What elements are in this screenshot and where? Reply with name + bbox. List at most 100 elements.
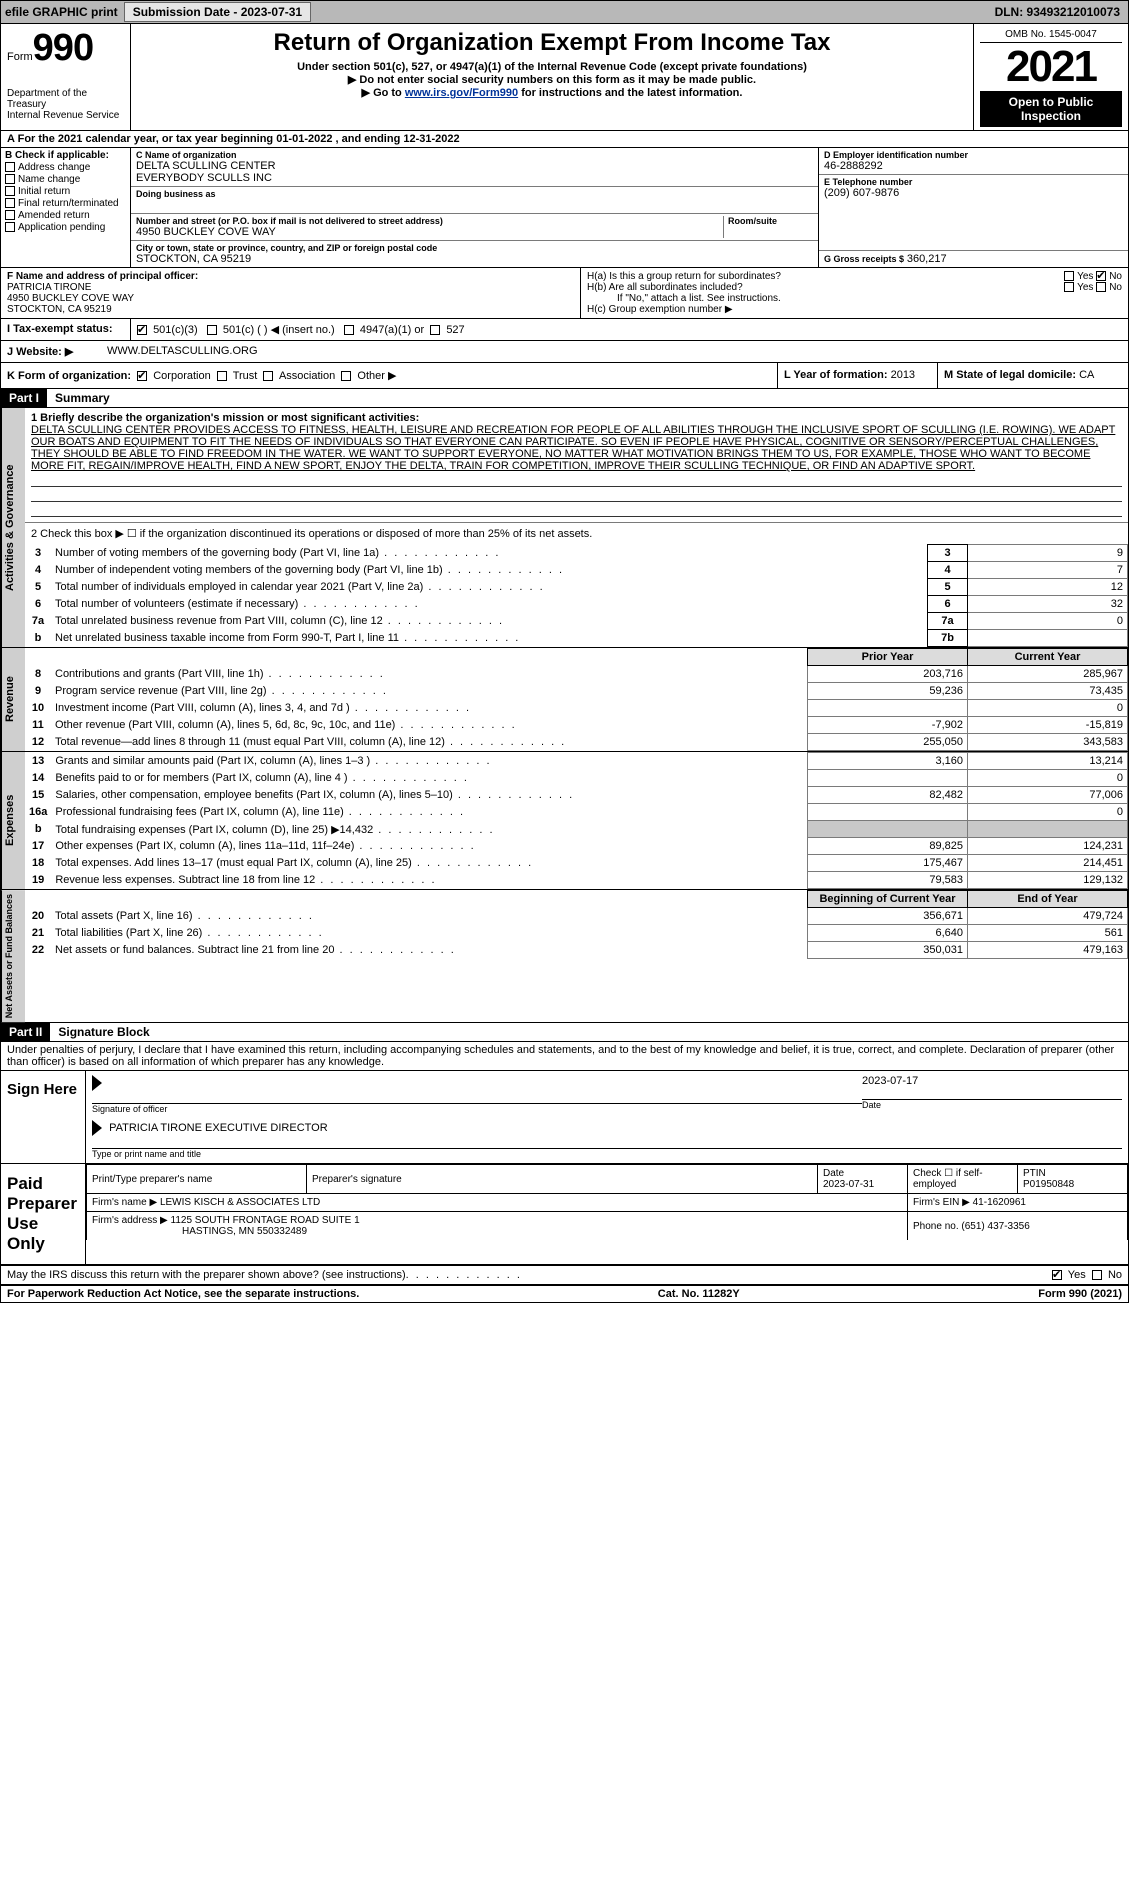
table-row: 19 Revenue less expenses. Subtract line … [25,872,1128,889]
chk-501c[interactable] [207,325,217,335]
ha-label: H(a) Is this a group return for subordin… [587,271,781,282]
chk-corporation[interactable] [137,371,147,381]
hb-yesno[interactable]: Yes No [1064,282,1122,293]
table-row: 7a Total unrelated business revenue from… [25,613,1128,630]
col-prior: Prior Year [808,649,968,666]
officer-print-label: Type or print name and title [92,1148,1122,1159]
part2-title: Signature Block [50,1023,157,1041]
irs-link[interactable]: www.irs.gov/Form990 [405,87,518,99]
sig-date-value: 2023-07-17 [862,1075,918,1087]
form-prefix: Form [7,51,33,63]
chk-address-change[interactable]: Address change [5,162,126,173]
line-l: L Year of formation: 2013 [778,363,938,388]
i-label: I Tax-exempt status: [1,319,131,340]
hc-label: H(c) Group exemption number ▶ [587,304,1122,315]
gov-table: 3 Number of voting members of the govern… [25,544,1128,647]
p1-governance: Activities & Governance 1 Briefly descri… [1,408,1128,648]
paid-preparer-label: Paid Preparer Use Only [1,1164,86,1264]
table-row: 21 Total liabilities (Part X, line 26) 6… [25,925,1128,942]
chk-other[interactable] [341,371,351,381]
firm-addr1: 1125 SOUTH FRONTAGE ROAD SUITE 1 [171,1215,360,1226]
table-row: 10 Investment income (Part VIII, column … [25,700,1128,717]
j-label: J Website: ▶ [7,345,107,358]
table-row: 18 Total expenses. Add lines 13–17 (must… [25,855,1128,872]
dept-irs: Internal Revenue Service [7,110,124,121]
mission-block: 1 Briefly describe the organization's mi… [25,408,1128,522]
block-i: I Tax-exempt status: 501(c)(3) 501(c) ( … [1,319,1128,341]
arrow-icon [92,1075,102,1091]
q2-check: 2 Check this box ▶ ☐ if the organization… [25,522,1128,544]
footer: For Paperwork Reduction Act Notice, see … [1,1284,1128,1302]
f-label: F Name and address of principal officer: [7,271,574,282]
section-f: F Name and address of principal officer:… [1,268,581,318]
mission-text: DELTA SCULLING CENTER PROVIDES ACCESS TO… [31,424,1122,472]
chk-amended-return[interactable]: Amended return [5,210,126,221]
org-name-2: EVERYBODY SCULLS INC [136,172,813,184]
website-value: WWW.DELTASCULLING.ORG [107,345,258,358]
table-row: 6 Total number of volunteers (estimate i… [25,596,1128,613]
prep-name-label: Print/Type preparer's name [87,1165,307,1194]
part1-header: Part I Summary [1,389,1128,408]
street-label: Number and street (or P.O. box if mail i… [136,216,723,226]
ha-yesno[interactable]: Yes No [1064,271,1122,282]
officer-addr1: 4950 BUCKLEY COVE WAY [7,293,574,304]
line-a-calendar: A For the 2021 calendar year, or tax yea… [1,131,1128,148]
chk-initial-return[interactable]: Initial return [5,186,126,197]
form-header: Form990 Department of the Treasury Inter… [1,24,1128,131]
rev-header-row: Prior Year Current Year [25,649,1128,666]
tax-year: 2021 [980,43,1122,91]
room-label: Room/suite [728,216,813,226]
tab-revenue: Revenue [1,648,25,751]
discuss-yesno[interactable]: Yes No [1052,1269,1122,1281]
chk-trust[interactable] [217,371,227,381]
block-bcdeg: B Check if applicable: Address change Na… [1,148,1128,268]
efile-label: efile GRAPHIC print [5,5,118,19]
chk-name-change[interactable]: Name change [5,174,126,185]
net-header-row: Beginning of Current Year End of Year [25,891,1128,908]
table-row: 3 Number of voting members of the govern… [25,545,1128,562]
gross-receipts: 360,217 [907,253,947,265]
prep-date: 2023-07-31 [823,1179,874,1190]
col-begin: Beginning of Current Year [808,891,968,908]
chk-application-pending[interactable]: Application pending [5,222,126,233]
chk-527[interactable] [430,325,440,335]
paid-preparer-block: Paid Preparer Use Only Print/Type prepar… [1,1164,1128,1265]
part1-tag: Part I [1,389,47,407]
phone-value: (209) 607-9876 [824,187,1123,199]
tab-netassets: Net Assets or Fund Balances [1,890,25,1022]
table-row: 13 Grants and similar amounts paid (Part… [25,753,1128,770]
sign-here-block: Sign Here Signature of officer 2023-07-1… [1,1071,1128,1164]
table-row: b Net unrelated business taxable income … [25,630,1128,647]
chk-4947[interactable] [344,325,354,335]
chk-final-return[interactable]: Final return/terminated [5,198,126,209]
officer-name: PATRICIA TIRONE [7,282,574,293]
self-employed-check[interactable]: Check ☐ if self-employed [908,1165,1018,1194]
ein-value: 46-2888292 [824,160,1123,172]
chk-501c3[interactable] [137,325,147,335]
tab-expenses: Expenses [1,752,25,889]
section-h: H(a) Is this a group return for subordin… [581,268,1128,318]
table-row: 16a Professional fundraising fees (Part … [25,804,1128,821]
sig-date-label: Date [862,1099,1122,1110]
sign-here-label: Sign Here [1,1071,86,1163]
officer-print-name: PATRICIA TIRONE EXECUTIVE DIRECTOR [109,1122,328,1134]
block-j: J Website: ▶ WWW.DELTASCULLING.ORG [1,341,1128,363]
firm-name: LEWIS KISCH & ASSOCIATES LTD [160,1197,320,1208]
hb-label: H(b) Are all subordinates included? [587,282,743,293]
header-right: OMB No. 1545-0047 2021 Open to Public In… [973,24,1128,130]
p1-expenses: Expenses 13 Grants and similar amounts p… [1,752,1128,890]
firm-addr2: HASTINGS, MN 550332489 [92,1226,307,1237]
table-row: 15 Salaries, other compensation, employe… [25,787,1128,804]
form-ref: Form 990 (2021) [1038,1288,1122,1300]
header-left: Form990 Department of the Treasury Inter… [1,24,131,130]
c-name-label: C Name of organization [136,150,813,160]
chk-association[interactable] [263,371,273,381]
col-end: End of Year [968,891,1128,908]
city-label: City or town, state or province, country… [136,243,813,253]
subtitle-2: Do not enter social security numbers on … [137,73,967,86]
table-row: 22 Net assets or fund balances. Subtract… [25,942,1128,959]
penalty-text: Under penalties of perjury, I declare th… [1,1042,1128,1071]
officer-addr2: STOCKTON, CA 95219 [7,304,574,315]
hc-note: If "No," attach a list. See instructions… [587,293,1122,304]
top-bar: efile GRAPHIC print Submission Date - 20… [0,0,1129,24]
